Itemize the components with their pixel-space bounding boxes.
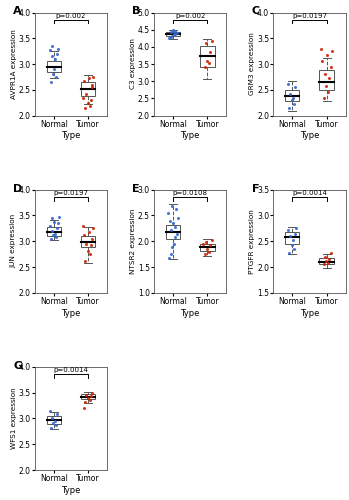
Text: F: F	[252, 184, 259, 194]
Text: p=0.0108: p=0.0108	[173, 190, 208, 196]
Bar	[200, 46, 215, 67]
Text: D: D	[13, 184, 22, 194]
Y-axis label: PTGFR expression: PTGFR expression	[249, 209, 255, 274]
Text: B: B	[132, 6, 141, 16]
Text: p=0.0014: p=0.0014	[292, 190, 327, 196]
Text: p=0.0197: p=0.0197	[292, 13, 327, 19]
Bar	[47, 227, 61, 236]
Text: G: G	[13, 361, 22, 371]
Y-axis label: GRM3 expression: GRM3 expression	[249, 32, 255, 96]
Y-axis label: C3 expression: C3 expression	[130, 38, 136, 90]
Bar	[81, 236, 95, 248]
Bar	[47, 62, 61, 72]
X-axis label: Type: Type	[61, 132, 81, 140]
Text: A: A	[13, 6, 22, 16]
X-axis label: Type: Type	[180, 132, 200, 140]
X-axis label: Type: Type	[61, 308, 81, 318]
Y-axis label: NTSR2 expression: NTSR2 expression	[130, 208, 136, 274]
Bar	[166, 32, 180, 36]
Text: p=0.002: p=0.002	[175, 13, 206, 19]
Text: p=0.002: p=0.002	[56, 13, 86, 19]
X-axis label: Type: Type	[61, 486, 81, 495]
Bar	[319, 258, 334, 264]
Bar	[200, 244, 215, 250]
Bar	[319, 70, 334, 90]
Y-axis label: JUN expression: JUN expression	[10, 214, 16, 268]
X-axis label: Type: Type	[300, 308, 319, 318]
Text: p=0.0197: p=0.0197	[53, 190, 89, 196]
Bar	[47, 416, 61, 424]
Text: p=0.0014: p=0.0014	[54, 368, 88, 374]
Bar	[285, 232, 299, 244]
X-axis label: Type: Type	[300, 132, 319, 140]
Bar	[166, 225, 180, 238]
Bar	[81, 82, 95, 96]
Bar	[81, 394, 95, 399]
Y-axis label: AVPR1A expression: AVPR1A expression	[10, 29, 16, 99]
Bar	[285, 90, 299, 101]
Text: C: C	[252, 6, 260, 16]
Y-axis label: WFS1 expression: WFS1 expression	[10, 388, 16, 450]
X-axis label: Type: Type	[180, 308, 200, 318]
Text: E: E	[132, 184, 140, 194]
